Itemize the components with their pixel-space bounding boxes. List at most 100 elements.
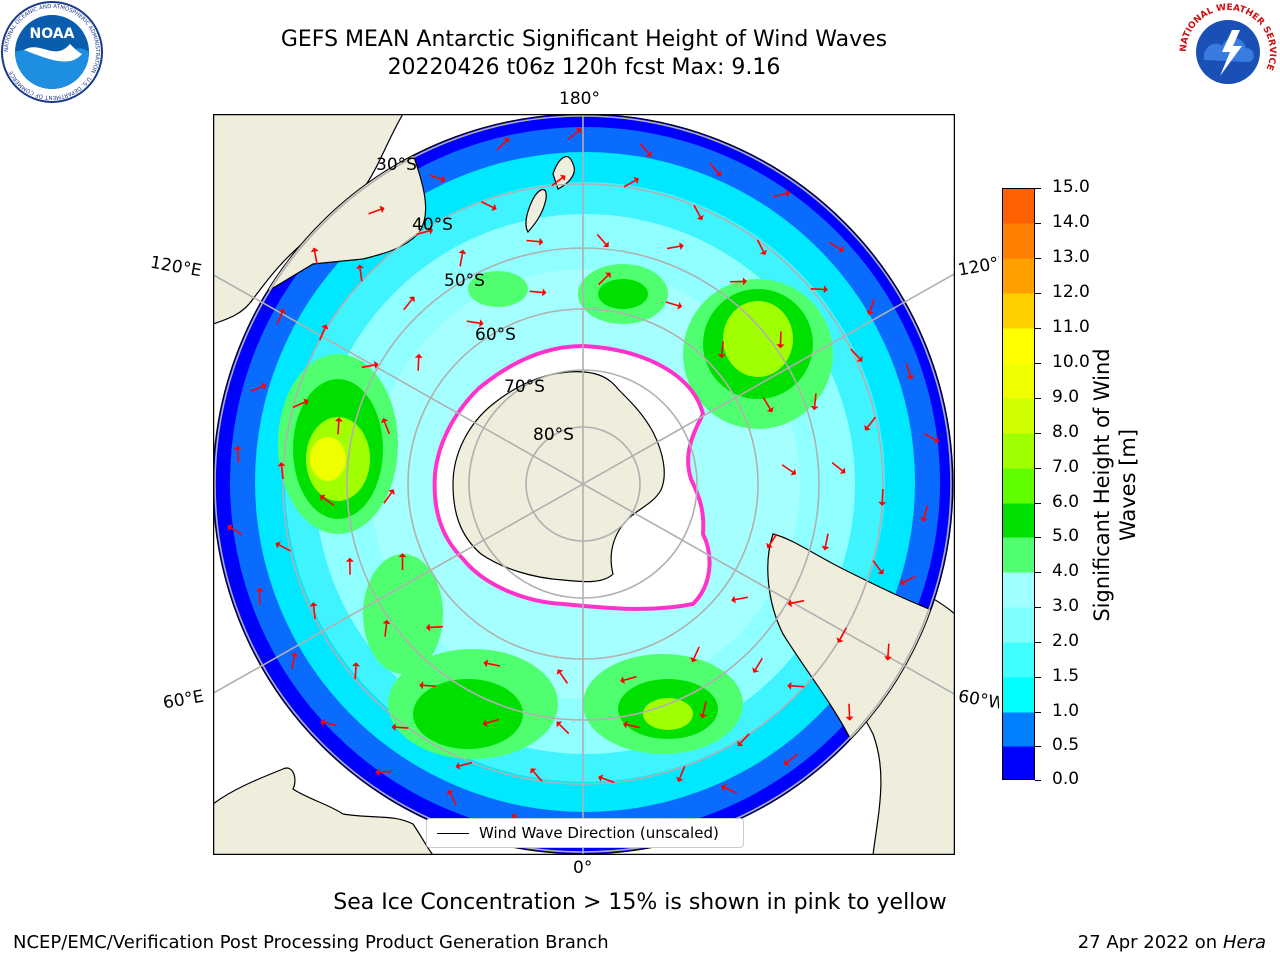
lon-label-60w: 60°W (956, 686, 1002, 714)
wind-arrow-head (676, 776, 684, 782)
wind-arrow-shaft (850, 348, 861, 360)
wind-arrow-head (604, 272, 611, 279)
wind-arrow-head (721, 783, 727, 792)
wind-arrow-shaft (724, 786, 737, 794)
wind-arrow-head (391, 723, 396, 732)
wind-arrow-head (483, 659, 489, 668)
colorbar-tick-mark (1035, 188, 1041, 189)
colorbar-tick-label: 6.0 (1052, 492, 1080, 512)
wind-arrow-shaft (551, 177, 563, 187)
wind-arrow-head (575, 127, 582, 135)
wind-arrow-head (428, 227, 434, 235)
wind-arrow-shaft (559, 672, 569, 684)
colorbar (1002, 188, 1035, 780)
wind-arrow-head (542, 288, 547, 297)
colorbar-tick-mark (1035, 468, 1041, 469)
colorbar-tick-mark (1035, 258, 1041, 259)
colorbar-band (1002, 677, 1035, 713)
wind-arrow-shaft (416, 230, 430, 236)
wind-arrow-head (538, 237, 544, 246)
lon-label-180: 180° (559, 89, 600, 109)
wind-arrow-head (559, 174, 566, 182)
colorbar-band (1002, 607, 1035, 643)
wind-arrow-shaft (318, 327, 326, 341)
wind-arrow-shaft (626, 723, 640, 729)
wind-arrow-head (731, 595, 736, 604)
wind-arrow-shaft (278, 544, 291, 552)
wind-arrow-shaft (739, 733, 750, 744)
colorbar-tick-label: 0.0 (1052, 769, 1080, 789)
wave-patches (278, 264, 833, 759)
wind-arrow-head (836, 637, 844, 643)
wind-arrow-head (823, 285, 828, 294)
colorbar-tick-label: 8.0 (1052, 422, 1080, 442)
wind-arrow-head (321, 324, 329, 330)
wind-arrow-head (856, 356, 863, 362)
wind-arrow-shaft (384, 623, 388, 637)
lat-label-80s: 80°S (533, 425, 574, 445)
wind-arrows (227, 127, 939, 842)
wind-arrow-head (821, 545, 830, 551)
colorbar-tick-label: 4.0 (1052, 561, 1080, 581)
colorbar-tick-mark (1035, 572, 1041, 573)
wind-arrow-shaft (529, 290, 543, 294)
wind-arrow-head (556, 669, 564, 675)
wind-arrow-head (787, 681, 792, 690)
wind-arrow-shaft (417, 357, 420, 371)
wind-arrow-shaft (598, 274, 609, 286)
colorbar-label: Significant Height of Wind Waves [m] (1090, 348, 1140, 622)
wind-arrow-shaft (292, 401, 306, 409)
lat-label-60s: 60°S (475, 325, 516, 345)
wind-arrow-head (503, 137, 510, 144)
wind-arrow-head (446, 789, 454, 796)
wind-arrow-shaft (459, 761, 473, 767)
wind-arrow-head (838, 245, 845, 253)
colorbar-band (1002, 433, 1035, 469)
colorbar-tick-mark (1035, 503, 1041, 504)
colorbar-tick-mark (1035, 363, 1041, 364)
wind-arrow-shaft (280, 465, 284, 480)
wind-arrow-head (491, 203, 497, 211)
wind-arrow-shaft (831, 461, 843, 472)
wind-arrow-shaft (368, 208, 382, 215)
wind-arrow-shaft (791, 599, 805, 604)
colorbar-tick-label: 1.0 (1052, 701, 1080, 721)
wind-arrow-head (277, 462, 286, 467)
wind-arrow-head (845, 716, 854, 721)
colorbar-band (1002, 188, 1035, 224)
colorbar-band (1002, 223, 1035, 259)
wind-arrow-shaft (923, 432, 936, 441)
wind-arrow-shaft (839, 627, 847, 640)
colorbar-band (1002, 293, 1035, 329)
wind-arrow-head (784, 759, 790, 766)
legend-line-swatch (437, 832, 469, 834)
wind-arrow-head (810, 405, 819, 411)
wind-arrow-shaft (359, 268, 363, 282)
wind-arrow-shaft (828, 241, 841, 250)
wind-arrow-head (320, 718, 325, 727)
wind-arrow-head (839, 467, 846, 474)
wind-arrow-shaft (496, 140, 507, 151)
wind-arrow-shaft (313, 251, 318, 265)
wind-arrow-shaft (250, 385, 263, 393)
wind-arrow-head (261, 382, 267, 391)
colorbar-tick-mark (1035, 328, 1041, 329)
colorbar-tick-label: 14.0 (1052, 212, 1090, 232)
lon-label-0: 0° (573, 858, 593, 878)
wind-arrow-shaft (429, 625, 443, 629)
wind-arrow-shaft (848, 703, 851, 717)
map-legend: Wind Wave Direction (unscaled) (426, 818, 744, 848)
wind-arrow-shaft (665, 301, 679, 307)
wind-arrow-shaft (480, 201, 494, 209)
wind-arrow-head (398, 553, 407, 558)
wind-arrow-head (352, 662, 360, 667)
wind-arrow-head (275, 541, 281, 549)
lon-label-120w: 120°W (956, 253, 1002, 281)
colorbar-tick-mark (1035, 712, 1041, 713)
colorbar-tick-label: 2.0 (1052, 631, 1080, 651)
lat-label-30s: 30°S (376, 155, 417, 175)
wind-arrow-shaft (756, 239, 765, 252)
wind-arrow-head (334, 417, 343, 422)
wind-arrow-head (785, 189, 791, 198)
lon-label-120e: 120°E (148, 252, 204, 282)
